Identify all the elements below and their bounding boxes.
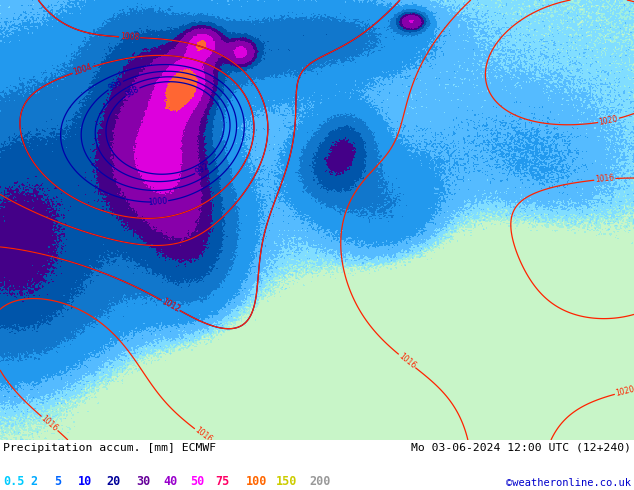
Text: 5: 5: [54, 474, 61, 488]
Text: 150: 150: [276, 474, 297, 488]
Text: 1008: 1008: [120, 32, 139, 42]
Text: 1016: 1016: [595, 174, 615, 185]
Text: 10: 10: [78, 474, 92, 488]
Text: 1016: 1016: [193, 426, 214, 445]
Text: 0.5: 0.5: [3, 474, 25, 488]
Text: 40: 40: [164, 474, 178, 488]
Text: ©weatheronline.co.uk: ©weatheronline.co.uk: [506, 477, 631, 488]
Text: 1008: 1008: [120, 32, 139, 42]
Text: 988: 988: [124, 84, 141, 99]
Text: 20: 20: [107, 474, 120, 488]
Text: 50: 50: [190, 474, 204, 488]
Text: 1004: 1004: [72, 63, 93, 77]
Text: 1016: 1016: [39, 414, 60, 433]
Text: 75: 75: [216, 474, 230, 488]
Text: 996: 996: [107, 78, 124, 93]
Text: 1020: 1020: [615, 385, 634, 398]
Text: 1016: 1016: [397, 351, 417, 370]
Text: 1020: 1020: [598, 114, 619, 127]
Text: 992: 992: [194, 162, 211, 177]
Text: 30: 30: [136, 474, 150, 488]
Text: 2: 2: [30, 474, 37, 488]
Text: 100: 100: [246, 474, 268, 488]
Text: 1004: 1004: [72, 63, 93, 77]
Text: Mo 03-06-2024 12:00 UTC (12+240): Mo 03-06-2024 12:00 UTC (12+240): [411, 442, 631, 452]
Text: 1012: 1012: [160, 297, 181, 314]
Text: Precipitation accum. [mm] ECMWF: Precipitation accum. [mm] ECMWF: [3, 442, 216, 452]
Text: 1012: 1012: [160, 297, 181, 314]
Text: 1000: 1000: [148, 196, 167, 207]
Text: 200: 200: [309, 474, 331, 488]
